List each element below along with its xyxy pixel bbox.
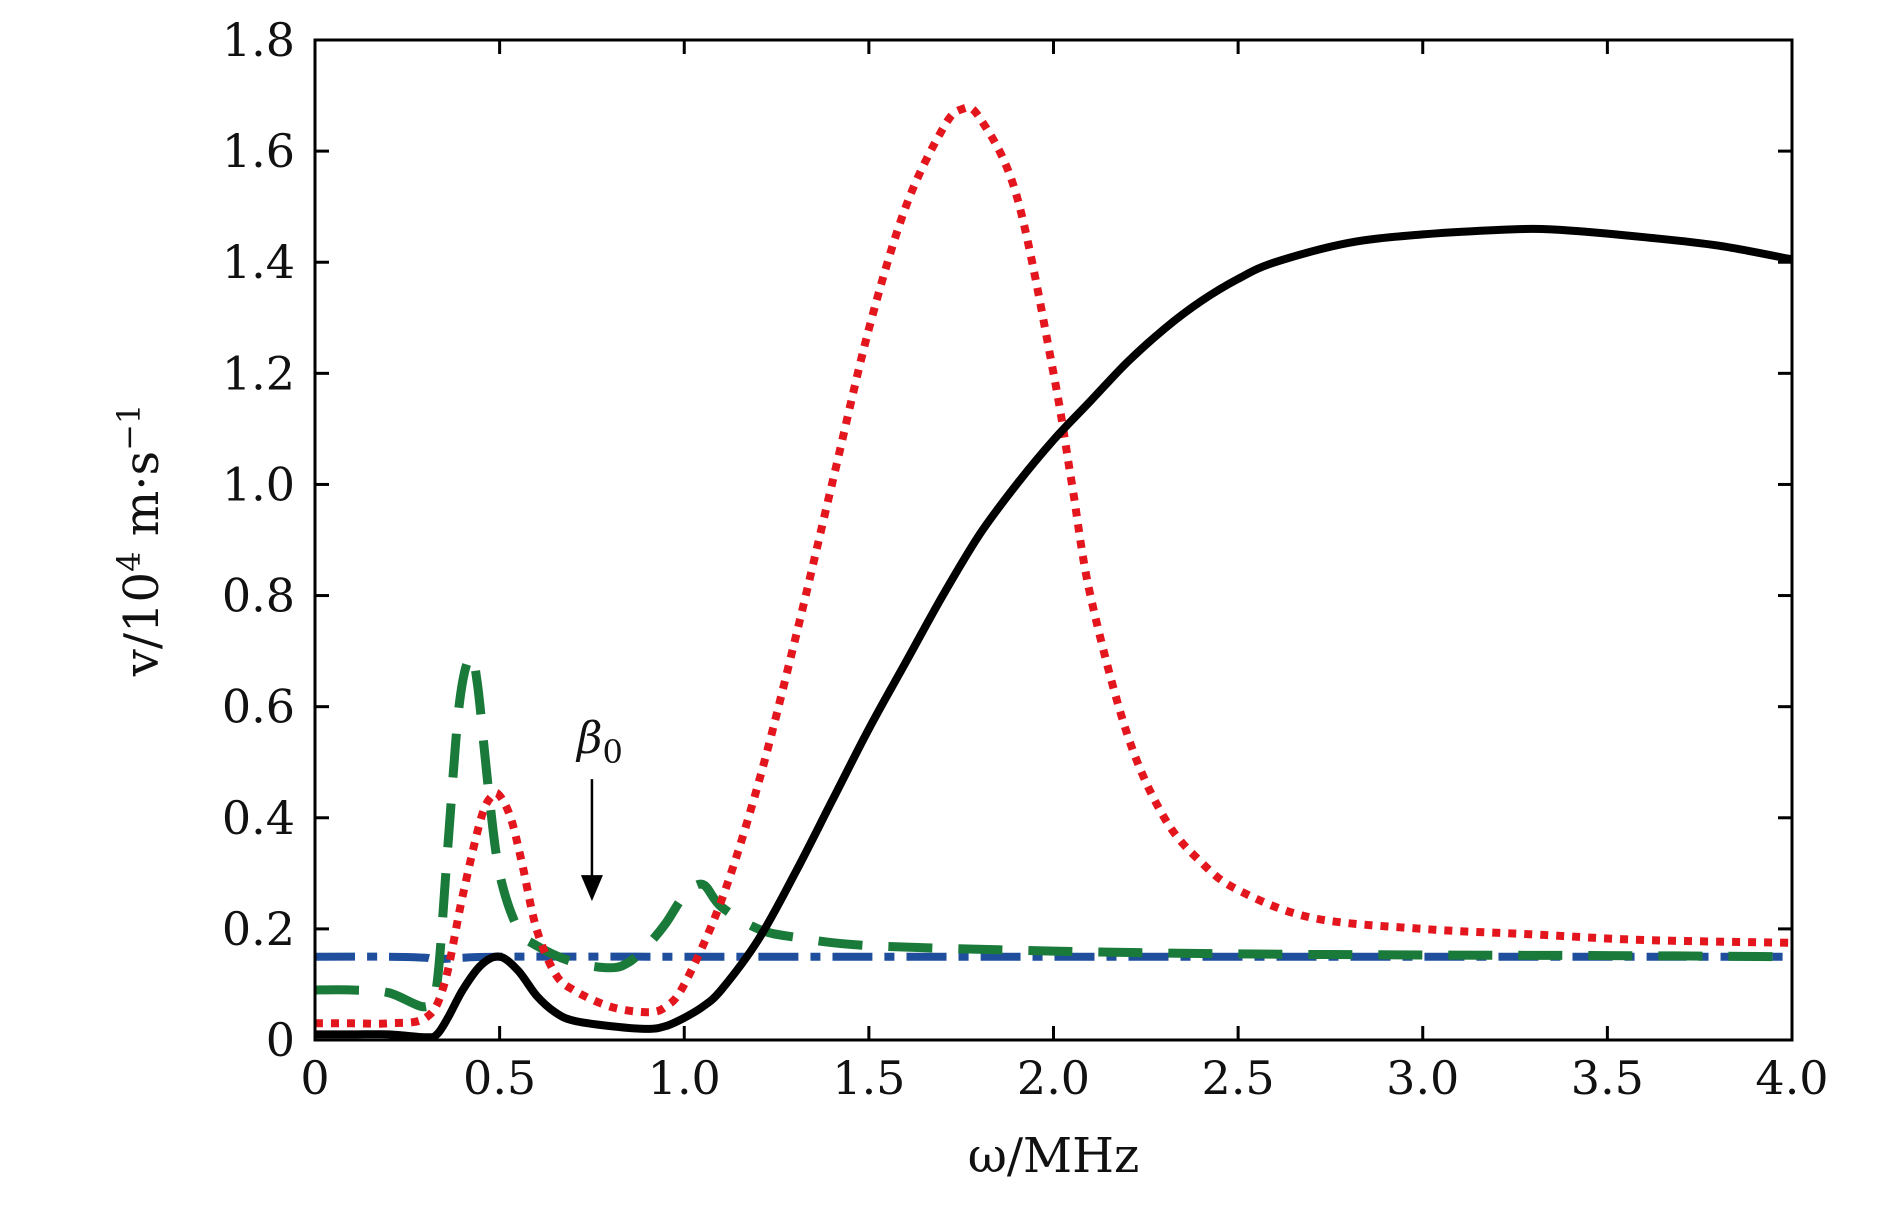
y-axis-label-unit-exp: −1 xyxy=(110,404,148,451)
x-tick-label: 0.5 xyxy=(463,1051,536,1105)
series-line-dashdot xyxy=(315,952,1792,964)
series-line-dotted xyxy=(315,103,1792,1028)
y-tick-label: 0.4 xyxy=(222,791,295,845)
y-tick-label: 0 xyxy=(266,1013,295,1067)
annotation-layer: β0 xyxy=(575,713,623,902)
y-tick-label: 1.2 xyxy=(222,346,295,400)
y-axis-label-main: v/10 xyxy=(114,572,170,677)
ticks-layer: 0 0.5 1.0 1.5 2.0 2.5 3.0 3.5 4.0 0 0.2 0.4 0.6 0.8 1.… xyxy=(222,13,1829,1105)
y-tick-label: 1.0 xyxy=(222,457,295,511)
x-axis-label-text: ω/MHz xyxy=(968,1128,1140,1184)
series-line-dashed xyxy=(315,651,1792,1012)
x-axis-label: ω/MHz xyxy=(968,1128,1140,1184)
x-tick-label: 2.0 xyxy=(1017,1051,1090,1105)
x-tick-label: 1.5 xyxy=(832,1051,905,1105)
beta0-arrow-head xyxy=(580,875,603,902)
beta0-subscript: 0 xyxy=(602,733,622,771)
y-tick-label: 1.4 xyxy=(222,235,295,289)
y-tick-label: 1.6 xyxy=(222,124,295,178)
y-axis-label-exp: 4 xyxy=(110,552,148,572)
series-line-solid xyxy=(315,224,1792,1040)
y-tick-label: 1.8 xyxy=(222,13,295,67)
x-tick-label: 0 xyxy=(300,1051,329,1105)
x-tick-label: 1.0 xyxy=(648,1051,721,1105)
y-tick-label: 0.8 xyxy=(222,569,295,623)
beta0-symbol: β xyxy=(575,713,602,764)
y-tick-label: 0.2 xyxy=(222,902,295,956)
x-tick-label: 3.5 xyxy=(1571,1051,1644,1105)
beta0-annotation: β0 xyxy=(575,713,623,771)
series-layer xyxy=(315,103,1792,1040)
x-tick-label: 4.0 xyxy=(1755,1051,1828,1105)
x-tick-label: 3.0 xyxy=(1386,1051,1459,1105)
y-tick-label: 0.6 xyxy=(222,680,295,734)
x-tick-label: 2.5 xyxy=(1202,1051,1275,1105)
plot-frame xyxy=(313,38,1794,1042)
y-axis-label: v/104 m·s−1 xyxy=(110,404,170,678)
y-axis-label-unit: m·s xyxy=(114,451,170,552)
